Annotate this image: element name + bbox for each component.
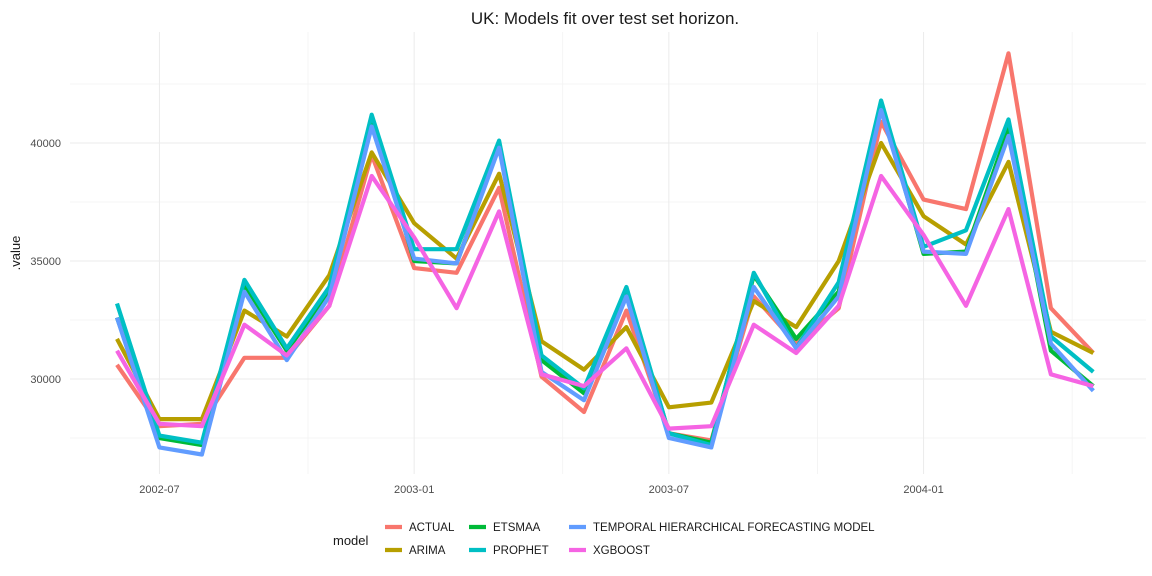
legend-label-temporal-hierarchical-forecasting-model: TEMPORAL HIERARCHICAL FORECASTING MODEL [593, 522, 875, 534]
legend-title: model [333, 533, 369, 548]
legend-label-arima: ARIMA [409, 545, 446, 557]
y-tick-label: 40000 [30, 138, 61, 150]
legend-label-etsmaa: ETSMAA [493, 522, 541, 534]
panel-background [70, 32, 1146, 474]
grid-minor [70, 32, 1146, 474]
legend-label-actual: ACTUAL [409, 522, 455, 534]
y-tick-label: 35000 [30, 256, 61, 268]
series-line-xgboost [115, 173, 1094, 431]
x-tick-labels: 2002-07 2003-01 2003-07 2004-01 [139, 484, 943, 496]
y-tick-label: 30000 [30, 374, 61, 386]
y-axis-title: .value [8, 236, 23, 271]
legend: model ACTUAL ARIMA ETSMAA PROPHET TEMPORAL H… [333, 522, 875, 557]
x-tick-label: 2002-07 [139, 484, 179, 496]
x-tick-label: 2003-01 [394, 484, 434, 496]
legend-label-prophet: PROPHET [493, 545, 549, 557]
series-line-actual [115, 51, 1095, 443]
x-tick-label: 2004-01 [903, 484, 943, 496]
x-tick-label: 2003-07 [649, 484, 689, 496]
chart-title: UK: Models fit over test set horizon. [471, 9, 739, 28]
legend-label-xgboost: XGBOOST [593, 545, 650, 557]
series-lines [115, 51, 1095, 457]
y-tick-labels: 30000 35000 40000 [30, 138, 61, 386]
